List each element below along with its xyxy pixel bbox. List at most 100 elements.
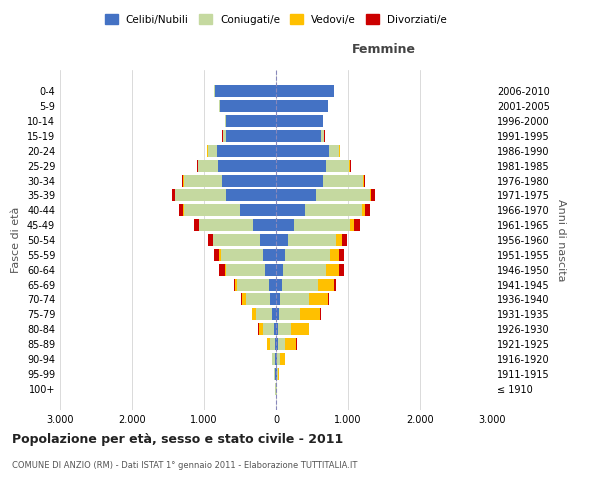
Bar (265, 264, 276, 276)
Bar (220, 264, 224, 276)
Bar (276, 160, 326, 172)
Bar (214, 234, 260, 246)
Bar (276, 130, 320, 142)
Bar (199, 219, 253, 231)
Bar (276, 190, 316, 202)
Bar (323, 174, 363, 186)
Bar (276, 234, 287, 246)
Bar (223, 130, 226, 142)
Bar (305, 204, 362, 216)
Bar (241, 294, 242, 306)
Bar (220, 100, 276, 112)
Bar (242, 294, 246, 306)
Bar (291, 323, 309, 335)
Bar (276, 174, 323, 186)
Bar (276, 308, 279, 320)
Bar (184, 204, 240, 216)
Bar (280, 294, 309, 306)
Legend: Celibi/Nubili, Coniugati/e, Vedovi/e, Divorziati/e: Celibi/Nubili, Coniugati/e, Vedovi/e, Di… (101, 10, 451, 29)
Bar (276, 353, 277, 365)
Bar (309, 294, 328, 306)
Bar (329, 145, 340, 157)
Bar (337, 234, 342, 246)
Bar (365, 204, 370, 216)
Bar (263, 323, 274, 335)
Bar (269, 338, 275, 350)
Bar (276, 264, 283, 276)
Bar (342, 234, 347, 246)
Bar (269, 278, 276, 290)
Bar (272, 308, 276, 320)
Bar (276, 249, 284, 261)
Bar (214, 249, 220, 261)
Bar (276, 278, 282, 290)
Bar (278, 368, 279, 380)
Bar (275, 353, 276, 365)
Bar (259, 323, 263, 335)
Bar (221, 249, 263, 261)
Bar (263, 249, 276, 261)
Bar (282, 278, 319, 290)
Bar (220, 249, 221, 261)
Text: COMUNE DI ANZIO (RM) - Dati ISTAT 1° gennaio 2011 - Elaborazione TUTTITALIA.IT: COMUNE DI ANZIO (RM) - Dati ISTAT 1° gen… (12, 460, 358, 469)
Bar (326, 160, 349, 172)
Bar (268, 338, 269, 350)
Bar (275, 338, 276, 350)
Text: Femmine: Femmine (352, 43, 416, 56)
Bar (226, 130, 276, 142)
Bar (208, 234, 212, 246)
Bar (294, 219, 350, 231)
Bar (235, 278, 237, 290)
Bar (276, 338, 278, 350)
Bar (215, 86, 276, 98)
Bar (276, 219, 294, 231)
Bar (274, 368, 275, 380)
Bar (276, 115, 323, 127)
Bar (279, 308, 300, 320)
Bar (340, 249, 344, 261)
Bar (277, 353, 280, 365)
Bar (260, 234, 276, 246)
Bar (350, 219, 354, 231)
Bar (237, 278, 269, 290)
Bar (270, 294, 276, 306)
Bar (172, 190, 175, 202)
Bar (363, 174, 364, 186)
Bar (226, 264, 265, 276)
Bar (208, 145, 217, 157)
Bar (275, 368, 276, 380)
Bar (326, 264, 340, 276)
Bar (224, 264, 226, 276)
Bar (300, 308, 320, 320)
Text: Popolazione per età, sesso e stato civile - 2011: Popolazione per età, sesso e stato civil… (12, 432, 343, 446)
Bar (218, 160, 276, 172)
Bar (362, 204, 365, 216)
Bar (233, 278, 235, 290)
Bar (274, 323, 276, 335)
Bar (175, 190, 226, 202)
Bar (226, 190, 276, 202)
Bar (316, 190, 370, 202)
Bar (272, 353, 275, 365)
Bar (251, 308, 252, 320)
Bar (283, 264, 326, 276)
Bar (252, 308, 256, 320)
Bar (340, 264, 344, 276)
Bar (287, 234, 337, 246)
Bar (222, 174, 276, 186)
Bar (370, 190, 371, 202)
Bar (212, 234, 214, 246)
Bar (276, 145, 329, 157)
Y-axis label: Fasce di età: Fasce di età (11, 207, 21, 273)
Bar (364, 174, 365, 186)
Bar (184, 174, 222, 186)
Bar (276, 100, 328, 112)
Bar (330, 249, 340, 261)
Bar (319, 278, 334, 290)
Bar (217, 145, 276, 157)
Bar (354, 219, 359, 231)
Bar (179, 204, 184, 216)
Bar (194, 219, 199, 231)
Bar (334, 278, 336, 290)
Bar (198, 160, 218, 172)
